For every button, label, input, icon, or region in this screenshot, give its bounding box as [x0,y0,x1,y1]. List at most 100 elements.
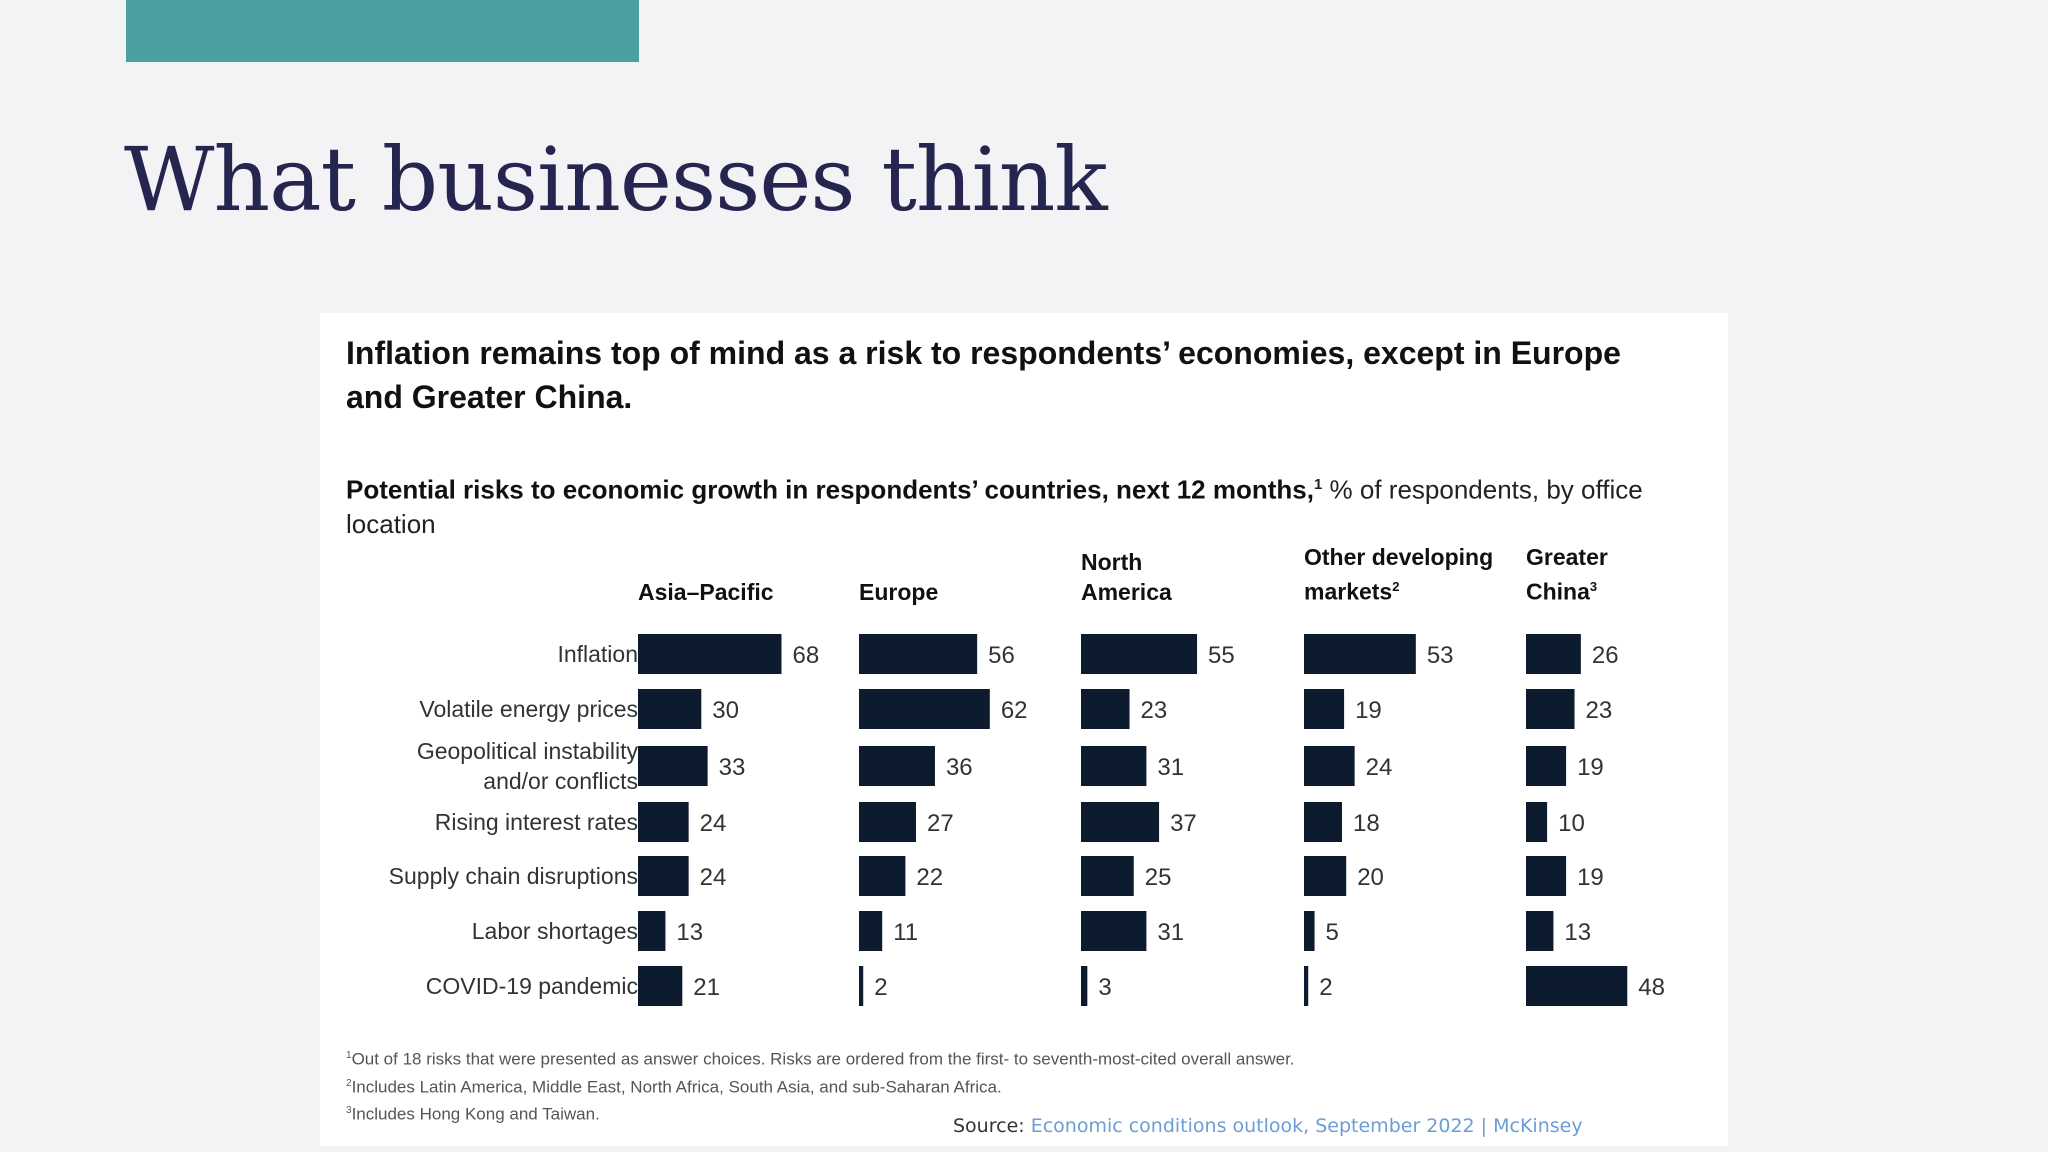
bar [859,746,935,786]
bar-value-label: 18 [1353,810,1380,837]
risk-label-line: Labor shortages [471,918,638,944]
risk-label-line: Inflation [557,641,638,667]
bar [638,802,689,842]
bar [859,634,978,674]
bar-value-label: 53 [1427,642,1454,669]
bar-value-label: 22 [916,864,943,891]
bar-value-label: 23 [1141,697,1168,724]
accent-bar [126,0,639,62]
footnote: 1Out of 18 risks that were presented as … [346,1044,1646,1072]
risk-label-line: COVID-19 pandemic [425,973,638,999]
bar [1081,966,1088,1006]
chart-footnotes: 1Out of 18 risks that were presented as … [346,1044,1646,1127]
risk-label-line: Supply chain disruptions [388,863,638,889]
bar [638,911,666,951]
region-header-line: North [1081,549,1143,575]
bar-value-label: 48 [1638,974,1665,1001]
bar [859,911,883,951]
bar [1526,634,1581,674]
region-header-line: markets2 [1304,579,1400,605]
risk-label: Labor shortages [348,916,638,946]
bar-value-label: 62 [1001,697,1028,724]
bar [1304,911,1315,951]
chart-subtitle-bold: Potential risks to economic growth in re… [346,474,1314,505]
bar-value-label: 3 [1098,974,1111,1001]
risk-label-line: Volatile energy prices [419,696,638,722]
bar [1081,746,1147,786]
bar [1304,689,1345,729]
bar-value-label: 36 [946,754,973,781]
bar-value-label: 2 [874,974,887,1001]
bar [1081,689,1130,729]
bar-value-label: 27 [927,810,954,837]
bar [859,856,906,896]
bar [1081,856,1134,896]
risk-label: COVID-19 pandemic [348,971,638,1001]
bar [1304,856,1347,896]
bar [859,689,990,729]
bar-value-label: 24 [700,810,727,837]
risk-label: Inflation [348,639,638,669]
footnote: 2Includes Latin America, Middle East, No… [346,1072,1646,1100]
bar-value-label: 24 [1366,754,1393,781]
risk-label: Volatile energy prices [348,694,638,724]
slide-title: What businesses think [124,128,1108,231]
risk-label: Supply chain disruptions [348,861,638,891]
region-header-line: Greater [1526,544,1608,571]
bar [1526,966,1628,1006]
region-header-line: China3 [1526,579,1598,605]
bar [1526,802,1548,842]
bar-value-label: 19 [1577,754,1604,781]
bar [1304,802,1342,842]
bar [859,966,864,1006]
region-header-line: Other developing [1304,544,1494,571]
chart-card: 68 30 33 24 24 13 21 56 62 36 27 22 11 2 55 23 31 37 25 31 3… [320,313,1728,1146]
footnote-text: Includes Latin America, Middle East, Nor… [351,1077,1002,1097]
bar [1526,856,1567,896]
footnote-text: Includes Hong Kong and Taiwan. [351,1104,600,1124]
footnote-number: 1 [346,1050,352,1061]
bar [638,966,683,1006]
source-link[interactable]: Economic conditions outlook, September 2… [1030,1115,1583,1137]
bar [859,802,916,842]
footnote-number: 3 [346,1105,352,1117]
chart-plot: 6830332424132156623627221125523313725313… [638,634,1665,1006]
bar-value-label: 20 [1357,864,1384,891]
bar [638,746,708,786]
bar-value-label: 24 [700,864,727,891]
bar-value-label: 56 [988,642,1015,669]
bar-value-label: 5 [1326,919,1339,946]
region-header-line: Europe [859,579,939,605]
bar-value-label: 37 [1170,810,1197,837]
chart-headline: Inflation remains top of mind as a risk … [346,335,1621,415]
bar-value-label: 19 [1355,697,1382,724]
bar [638,634,782,674]
bar-value-label: 30 [712,697,739,724]
region-header-sup: 3 [1589,579,1598,595]
bar-value-label: 31 [1157,754,1184,781]
bar [1304,634,1416,674]
bar-value-label: 23 [1586,697,1613,724]
bar [1304,746,1355,786]
region-header-line: America [1081,579,1172,605]
bar-value-label: 31 [1157,919,1184,946]
bar [638,856,689,896]
chart-subtitle-sup: 1 [1313,476,1323,493]
footnote: 3Includes Hong Kong and Taiwan. [346,1099,1646,1127]
bar-value-label: 13 [1564,919,1591,946]
region-header: Greater China3 [1526,544,1746,607]
footnote-text: Out of 18 risks that were presented as a… [351,1049,1295,1069]
bar [1526,746,1567,786]
chart-subtitle-rest: % of respondents, by office location [346,474,1643,539]
bar-value-label: 13 [676,919,703,946]
bar-value-label: 10 [1558,810,1585,837]
bar [1081,911,1147,951]
bar-value-label: 21 [693,974,720,1001]
bar-value-label: 25 [1145,864,1172,891]
bar [1526,911,1554,951]
chart-subtitle: Potential risks to economic growth in re… [346,468,1686,541]
risk-label: Geopolitical instability and/or conflicts [348,736,638,796]
risk-label-line: Rising interest rates [434,809,638,835]
region-header-sup: 2 [1392,579,1400,595]
bar-value-label: 68 [792,642,819,669]
